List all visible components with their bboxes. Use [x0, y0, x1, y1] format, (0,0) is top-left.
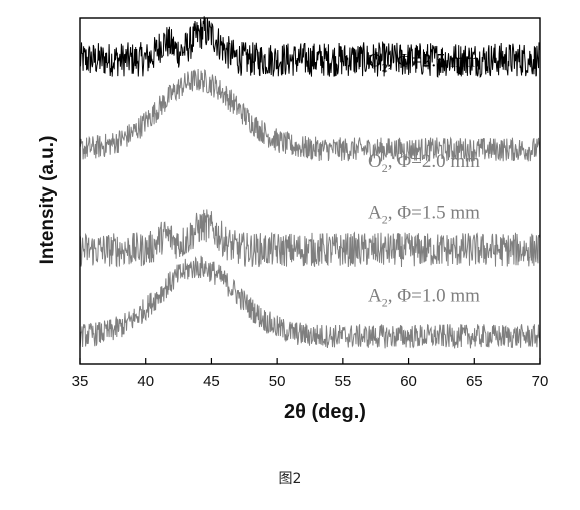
series-group [79, 16, 541, 349]
x-tick-label: 65 [466, 373, 483, 390]
x-tick-label: 45 [203, 373, 220, 390]
series-label: O2, Φ=2.5 mm [368, 50, 480, 74]
x-tick-label: 60 [400, 373, 417, 390]
series-line [79, 209, 541, 268]
series-label: A2, Φ=1.0 mm [368, 286, 480, 310]
series-labels: O2, Φ=2.5 mm O2, Φ=2.0 mm A2, Φ=1.5 mm A2, … [368, 50, 480, 309]
series-line [79, 16, 541, 78]
x-tick-label: 55 [335, 373, 352, 390]
figure-caption: 图2 [278, 471, 302, 487]
plot-frame [79, 17, 541, 365]
series-line [79, 255, 541, 349]
x-ticks: 35 40 45 50 55 60 65 70 [72, 358, 549, 390]
x-tick-label: 50 [269, 373, 286, 390]
x-axis-title: 2θ (deg.) [284, 401, 366, 423]
xrd-chart: 35 40 45 50 55 60 65 70 O2, Φ=2.5 mm O2, Φ=2.0 m… [37, 16, 549, 423]
x-tick-label: 40 [137, 373, 154, 390]
series-label: A2, Φ=1.5 mm [368, 203, 480, 227]
x-tick-label: 70 [532, 373, 549, 390]
x-tick-label: 35 [72, 373, 89, 390]
series-label: O2, Φ=2.0 mm [368, 151, 480, 175]
y-axis-title: Intensity (a.u.) [37, 136, 58, 265]
series-line [79, 68, 541, 163]
